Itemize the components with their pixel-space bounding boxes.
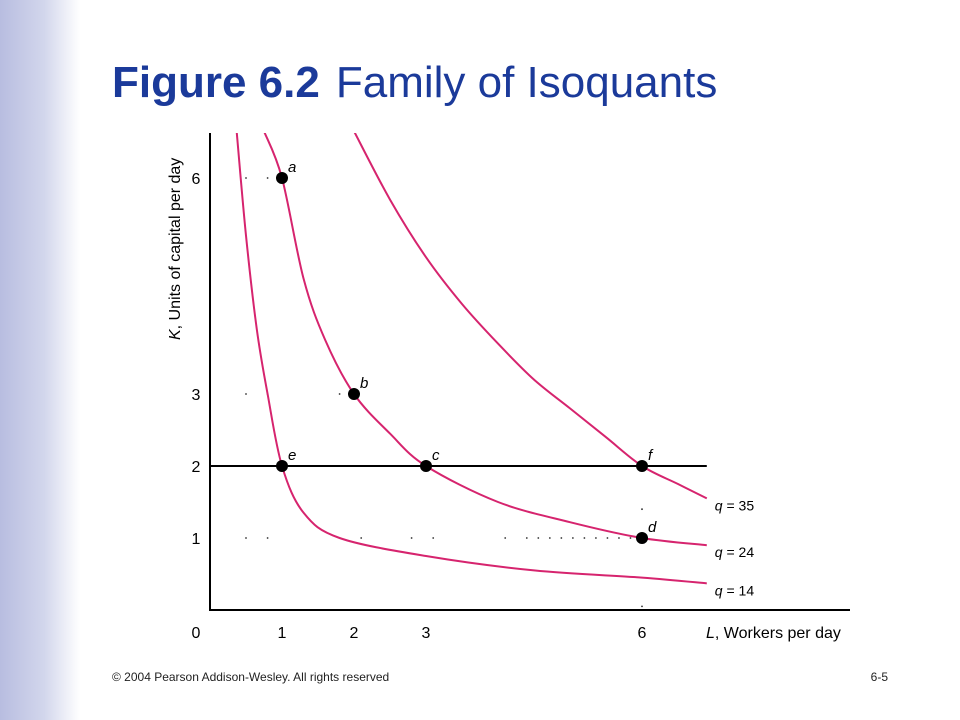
x-tick-label: 2 (350, 625, 359, 642)
point-label-f: f (648, 447, 654, 464)
figure-number: Figure 6.2 (112, 58, 320, 107)
y-tick-label: 1 (192, 531, 201, 548)
guide-dot (629, 537, 632, 539)
y-axis-rest: , Units of capital per day (167, 158, 184, 330)
y-axis-var: K (167, 328, 184, 340)
guide-dot (245, 393, 247, 395)
x-tick-label: 3 (422, 625, 431, 642)
curve-label-var: q (715, 497, 723, 513)
side-band (0, 0, 80, 720)
y-axis-title: K, Units of capital per day (167, 158, 184, 340)
guide-dot (641, 605, 643, 608)
copyright-text: © 2004 Pearson Addison-Wesley. All right… (112, 670, 390, 684)
guide-dot (266, 537, 269, 539)
guide-dot (504, 537, 507, 539)
point-b (348, 388, 360, 400)
slide-title: Figure 6.2 Family of Isoquants (112, 58, 717, 108)
x-tick-label: 6 (638, 625, 647, 642)
isoquant-curve-1 (263, 133, 707, 547)
guide-dot (595, 537, 597, 539)
isoquant-curve-2 (353, 133, 708, 500)
guide-dots (245, 177, 643, 608)
page-number: 6-5 (870, 670, 888, 684)
figure-title: Family of Isoquants (335, 58, 718, 107)
guide-dot (560, 537, 563, 539)
point-e (276, 460, 288, 472)
guide-dot (525, 537, 528, 539)
curve-label-2: q = 35 (715, 497, 755, 513)
guide-dot (245, 177, 247, 179)
guide-dot (606, 537, 609, 539)
curve-label-var: q (715, 582, 723, 598)
curve-label-var: q (715, 544, 723, 560)
point-c (420, 460, 432, 472)
point-d (636, 532, 648, 544)
curve-label-value: = 24 (723, 544, 755, 560)
x-axis-var: L (706, 625, 715, 642)
y-tick-label: 2 (192, 459, 201, 476)
guide-dot (583, 537, 586, 539)
curve-label-value: = 14 (723, 582, 755, 598)
guide-dot (641, 508, 643, 511)
guide-dot (548, 537, 551, 539)
point-label-b: b (360, 375, 368, 392)
guide-dot (571, 537, 574, 539)
point-a (276, 172, 288, 184)
curve-label-0: q = 14 (715, 582, 755, 598)
isoquant-curve-0 (235, 133, 707, 585)
curve-label-1: q = 24 (715, 544, 755, 560)
point-label-d: d (648, 519, 657, 536)
guide-dot (338, 393, 341, 395)
point-label-e: e (288, 447, 296, 464)
guide-dot (432, 537, 435, 539)
point-label-a: a (288, 159, 296, 176)
x-axis-rest: , Workers per day (715, 625, 841, 642)
guide-dot (245, 537, 247, 539)
x-tick-label: 1 (278, 625, 287, 642)
curve-label-value: = 35 (723, 497, 755, 513)
guide-dot (360, 537, 363, 539)
guide-dot (410, 537, 413, 539)
x-axis-title: L, Workers per day (706, 625, 841, 642)
guide-dot (266, 177, 269, 179)
y-tick-label: 3 (192, 387, 201, 404)
x-tick-label: 0 (192, 625, 201, 642)
point-f (636, 460, 648, 472)
guide-dot (618, 537, 620, 539)
isoquant-curves (235, 133, 708, 585)
point-label-c: c (432, 447, 440, 464)
guide-dot (537, 537, 540, 539)
y-tick-label: 6 (192, 171, 201, 188)
